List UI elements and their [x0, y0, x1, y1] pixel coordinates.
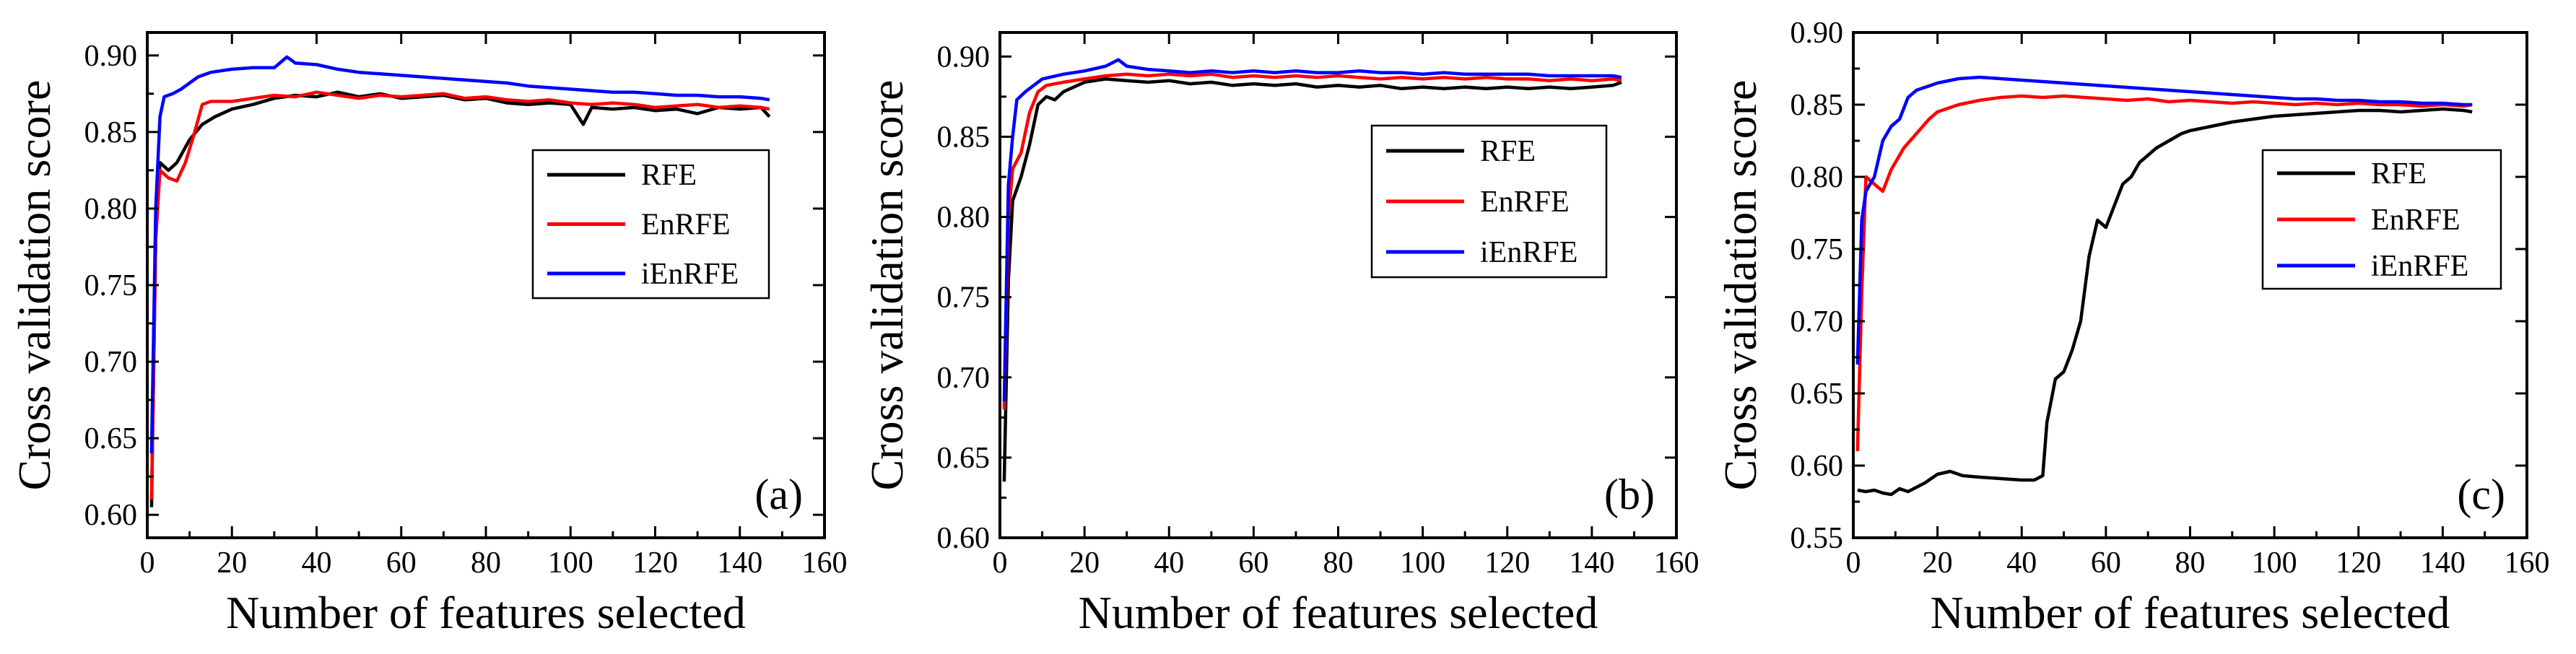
x-tick-label: 120	[1484, 546, 1530, 580]
y-tick-label: 0.60	[937, 522, 991, 555]
legend-label-rfe: RFE	[641, 159, 697, 192]
series-line-enrfe	[1855, 94, 2473, 452]
y-tick-label: 0.65	[1790, 378, 1844, 411]
y-tick-label: 0.65	[84, 422, 138, 455]
x-tick-label: 120	[632, 546, 678, 580]
x-tick-label: 20	[1069, 546, 1100, 580]
chart-panel-3: 0 20 40 60 80 100 120 140 160 0.55 0.60 0.65 0.70 0.7…	[1715, 17, 2550, 638]
chart-panel-2: 0 20 40 60 80 100 120 140 160 0.60 0.65 0.70 0.75 0.8…	[861, 31, 1700, 638]
y-tick-label: 0.75	[937, 282, 991, 315]
x-tick-label: 60	[386, 546, 417, 580]
x-tick-label: 100	[1400, 546, 1445, 580]
y-tick-label: 0.60	[1790, 450, 1844, 483]
x-tick-label: 40	[2006, 546, 2037, 580]
x-tick-label: 80	[1323, 546, 1354, 580]
x-tick-label: 40	[302, 546, 332, 580]
legend-label-rfe: RFE	[2371, 157, 2427, 191]
x-tick-label: 60	[2091, 546, 2121, 580]
x-tick-label: 80	[2175, 546, 2206, 580]
y-tick-label: 0.70	[1790, 305, 1844, 339]
y-tick-label: 0.80	[937, 201, 991, 235]
x-tick-label: 140	[717, 546, 762, 580]
y-tick-label: 0.55	[1790, 522, 1844, 555]
x-tick-label: 100	[2252, 546, 2297, 580]
x-tick-label: 160	[1654, 546, 1700, 580]
legend-label-enrfe: EnRFE	[1480, 186, 1570, 219]
y-tick-label: 0.80	[84, 193, 138, 226]
series-line-ienrfe	[1002, 58, 1622, 402]
x-tick-label: 20	[1923, 546, 1953, 580]
x-tick-label: 140	[2420, 546, 2466, 580]
y-tick-label: 0.70	[84, 346, 138, 379]
series-line-ienrfe	[149, 55, 770, 454]
y-tick-label: 0.85	[84, 116, 138, 149]
legend-label-ienrfe: iEnRFE	[641, 258, 739, 291]
y-axis-title: Cross validation score	[861, 80, 913, 491]
x-axis-title: Number of features selected	[1931, 587, 2450, 638]
x-tick-label: 160	[802, 546, 848, 580]
x-tick-label: 40	[1154, 546, 1184, 580]
x-tick-label: 100	[548, 546, 593, 580]
y-axis-title: Cross validation score	[1715, 80, 1766, 491]
y-tick-label: 0.75	[84, 269, 138, 302]
x-tick-label: 0	[1846, 546, 1861, 580]
series-line-rfe	[1002, 77, 1622, 482]
legend-label-enrfe: EnRFE	[2371, 204, 2460, 237]
x-tick-label: 120	[2336, 546, 2381, 580]
legend: RFE EnRFE iEnRFE	[1370, 124, 1608, 279]
legend-label-enrfe: EnRFE	[641, 209, 731, 242]
x-tick-label: 160	[2505, 546, 2550, 580]
panel-label: (a)	[754, 471, 803, 518]
y-tick-label: 0.90	[84, 40, 138, 73]
x-axis-title: Number of features selected	[226, 587, 746, 638]
plot-frame	[998, 31, 1678, 539]
series-line-enrfe	[149, 90, 770, 500]
x-tick-label: 80	[471, 546, 501, 580]
x-tick-label: 140	[1569, 546, 1614, 580]
legend: RFE EnRFE iEnRFE	[531, 149, 770, 300]
y-tick-label: 0.85	[1790, 89, 1844, 122]
legend-label-ienrfe: iEnRFE	[1480, 236, 1578, 269]
y-axis-title: Cross validation score	[9, 80, 60, 491]
chart-panel-1: 0 20 40 60 80 100 120 140 160 0.60 0.65 0.70 0.75 0.8…	[9, 31, 848, 638]
y-tick-label: 0.90	[1790, 17, 1844, 50]
y-tick-label: 0.65	[937, 442, 991, 475]
legend-label-ienrfe: iEnRFE	[2371, 250, 2468, 283]
x-axis-title: Number of features selected	[1079, 587, 1598, 638]
y-tick-label: 0.90	[937, 40, 991, 74]
x-tick-label: 60	[1238, 546, 1269, 580]
y-tick-label: 0.70	[937, 362, 991, 395]
x-tick-label: 0	[140, 546, 155, 580]
y-tick-label: 0.80	[1790, 161, 1844, 194]
x-tick-label: 0	[993, 546, 1008, 580]
series-line-rfe	[1857, 107, 2473, 497]
panel-label: (c)	[2457, 471, 2505, 518]
legend-label-rfe: RFE	[1480, 135, 1536, 168]
series-line-ienrfe	[1855, 75, 2473, 365]
x-tick-label: 20	[217, 546, 247, 580]
series-line-enrfe	[1002, 72, 1622, 410]
y-tick-label: 0.75	[1790, 233, 1844, 266]
y-tick-label: 0.60	[84, 499, 138, 532]
legend: RFE EnRFE iEnRFE	[2261, 149, 2502, 290]
panel-label: (b)	[1604, 471, 1655, 518]
y-tick-label: 0.85	[937, 121, 991, 154]
